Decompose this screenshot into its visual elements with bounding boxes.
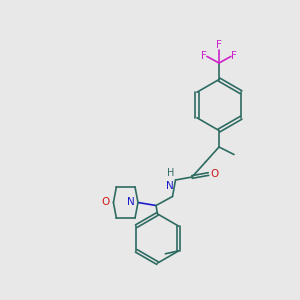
Text: F: F (231, 51, 237, 62)
Text: N: N (166, 182, 174, 191)
Text: H: H (167, 168, 174, 178)
Text: F: F (201, 51, 207, 62)
Text: F: F (216, 40, 222, 50)
Text: N: N (127, 197, 134, 208)
Text: O: O (210, 169, 218, 179)
Text: O: O (102, 197, 110, 208)
